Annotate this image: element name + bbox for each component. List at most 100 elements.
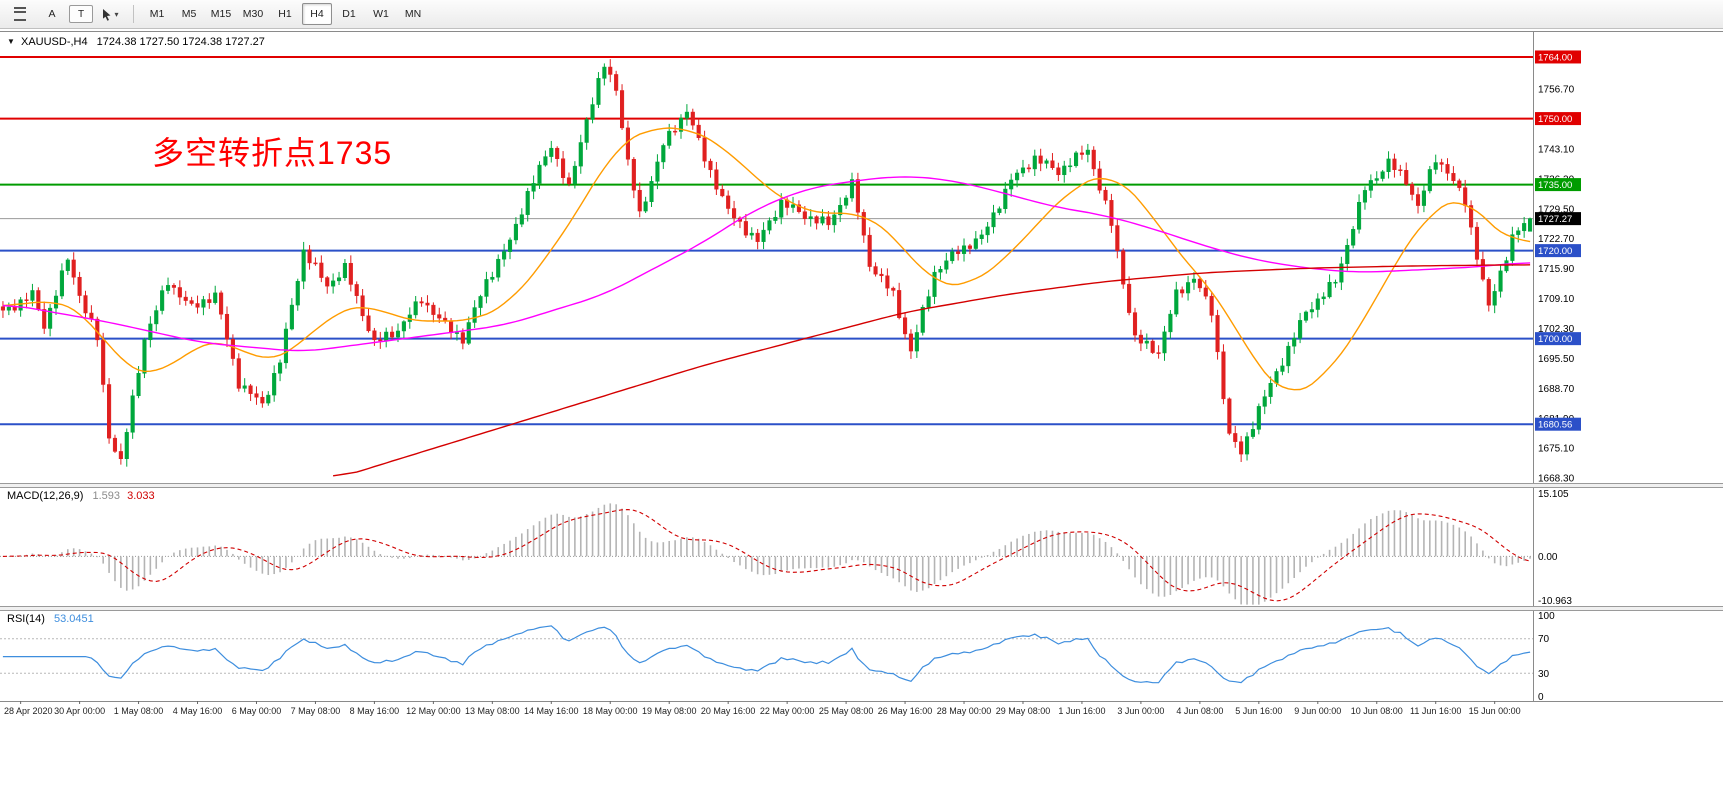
svg-text:19 May 08:00: 19 May 08:00 <box>642 706 697 716</box>
svg-text:1722.70: 1722.70 <box>1538 234 1575 245</box>
svg-text:7 May 08:00: 7 May 08:00 <box>291 706 341 716</box>
toolbar-separator <box>133 5 134 23</box>
fast-ma-line <box>2 127 1531 391</box>
svg-text:15.105: 15.105 <box>1538 489 1569 500</box>
svg-text:1 May 08:00: 1 May 08:00 <box>114 706 164 716</box>
svg-text:1688.70: 1688.70 <box>1538 384 1575 395</box>
timeframe-button-M15[interactable]: M15 <box>210 8 232 20</box>
svg-text:8 May 16:00: 8 May 16:00 <box>350 706 400 716</box>
rsi-value: 53.0451 <box>53 613 94 625</box>
svg-text:1695.50: 1695.50 <box>1538 354 1575 365</box>
macd-legend: MACD(12,26,9) 1.593 3.033 <box>7 490 155 502</box>
macd-signal-value: 3.033 <box>127 490 155 502</box>
svg-text:1764.00: 1764.00 <box>1538 52 1572 63</box>
time-axis[interactable]: 28 Apr 2020 30 Apr 00:00 1 May 08:00 4 May … <box>0 701 1723 722</box>
svg-text:12 May 00:00: 12 May 00:00 <box>406 706 461 716</box>
svg-text:4 May 16:00: 4 May 16:00 <box>173 706 223 716</box>
price-chart-panel[interactable]: 1756.701743.101736.301729.501722.701715.… <box>0 31 1723 483</box>
svg-text:1 Jun 16:00: 1 Jun 16:00 <box>1058 706 1105 716</box>
svg-text:1720.00: 1720.00 <box>1538 246 1572 257</box>
pointer-tool-button[interactable]: ▾ <box>95 3 125 25</box>
svg-text:0.00: 0.00 <box>1538 552 1558 563</box>
rsi-panel[interactable]: 100 70 30 0 <box>0 611 1723 701</box>
svg-text:30 Apr 00:00: 30 Apr 00:00 <box>54 706 105 716</box>
text-tool-button[interactable]: T <box>69 5 93 23</box>
rsi-line <box>2 625 1531 684</box>
svg-text:6 May 00:00: 6 May 00:00 <box>232 706 282 716</box>
svg-text:20 May 16:00: 20 May 16:00 <box>701 706 756 716</box>
svg-text:4 Jun 08:00: 4 Jun 08:00 <box>1176 706 1223 716</box>
svg-text:11 Jun 16:00: 11 Jun 16:00 <box>1410 706 1461 716</box>
timeframe-button-M30[interactable]: M30 <box>242 8 264 20</box>
cursor-icon <box>103 8 111 21</box>
slow-ma-line <box>332 264 1531 477</box>
symbol-dropdown-icon[interactable]: ▼ <box>7 37 15 46</box>
panel-separator[interactable] <box>0 483 1723 488</box>
svg-text:10 Jun 08:00: 10 Jun 08:00 <box>1351 706 1403 716</box>
svg-text:28 May 00:00: 28 May 00:00 <box>937 706 992 716</box>
candles-layer <box>0 59 1533 467</box>
svg-text:1680.56: 1680.56 <box>1538 420 1572 431</box>
svg-text:9 Jun 00:00: 9 Jun 00:00 <box>1294 706 1341 716</box>
svg-text:30: 30 <box>1538 669 1550 680</box>
svg-text:1750.00: 1750.00 <box>1538 114 1572 125</box>
svg-text:1715.90: 1715.90 <box>1538 264 1575 275</box>
symbol-legend: ▼ XAUUSD-,H4 1724.38 1727.50 1724.38 172… <box>7 36 265 48</box>
timeframe-button-M5[interactable]: M5 <box>181 8 197 20</box>
horizontal-lines-layer <box>0 55 1533 426</box>
svg-text:13 May 08:00: 13 May 08:00 <box>465 706 520 716</box>
macd-main-value: 1.593 <box>92 490 121 502</box>
svg-text:1668.30: 1668.30 <box>1538 474 1575 483</box>
svg-text:26 May 16:00: 26 May 16:00 <box>878 706 933 716</box>
svg-text:3 Jun 00:00: 3 Jun 00:00 <box>1117 706 1164 716</box>
svg-text:70: 70 <box>1538 634 1550 645</box>
svg-text:1756.70: 1756.70 <box>1538 85 1575 96</box>
svg-text:1735.00: 1735.00 <box>1538 180 1572 191</box>
macd-signal-line <box>2 509 1531 602</box>
svg-text:-10.963: -10.963 <box>1538 596 1572 606</box>
timeframe-button-D1[interactable]: D1 <box>342 8 356 20</box>
rsi-name: RSI(14) <box>7 613 45 625</box>
svg-text:15 Jun 00:00: 15 Jun 00:00 <box>1469 706 1521 716</box>
svg-text:100: 100 <box>1538 611 1555 622</box>
timeframe-button-W1[interactable]: W1 <box>373 8 389 20</box>
svg-text:1727.27: 1727.27 <box>1538 214 1572 225</box>
chevron-down-icon: ▾ <box>114 9 119 19</box>
svg-text:25 May 08:00: 25 May 08:00 <box>819 706 874 716</box>
svg-text:0: 0 <box>1538 692 1544 701</box>
svg-text:5 Jun 16:00: 5 Jun 16:00 <box>1235 706 1282 716</box>
svg-text:22 May 00:00: 22 May 00:00 <box>760 706 815 716</box>
svg-text:1700.00: 1700.00 <box>1538 334 1572 345</box>
macd-name: MACD(12,26,9) <box>7 490 84 502</box>
svg-text:28 Apr 2020: 28 Apr 2020 <box>4 706 53 716</box>
macd-panel[interactable]: 15.105 0.00 -10.963 <box>0 488 1723 606</box>
rsi-legend: RSI(14) 53.0451 <box>7 613 94 625</box>
macd-histogram <box>8 503 1531 605</box>
symbol-label: XAUUSD-,H4 <box>20 36 88 48</box>
timeframe-button-H4[interactable]: H4 <box>302 3 332 25</box>
svg-text:1729.50: 1729.50 <box>1538 204 1575 215</box>
timeframe-toolbar: M1 M5 M15 M30 H1 H4 D1 W1 MN <box>141 3 429 25</box>
svg-text:1675.10: 1675.10 <box>1538 444 1575 455</box>
chart-grid-icon <box>14 7 26 21</box>
font-a-label: A <box>48 8 56 20</box>
svg-text:1709.10: 1709.10 <box>1538 294 1575 305</box>
svg-text:18 May 00:00: 18 May 00:00 <box>583 706 638 716</box>
chart-grid-button[interactable] <box>5 3 35 25</box>
timeframe-button-M1[interactable]: M1 <box>149 8 165 20</box>
timeframe-button-H1[interactable]: H1 <box>278 8 292 20</box>
svg-text:29 May 08:00: 29 May 08:00 <box>996 706 1051 716</box>
font-tool-button[interactable]: A <box>37 3 67 25</box>
panel-separator[interactable] <box>0 606 1723 611</box>
toolbar: A T ▾ M1 M5 M15 M30 H1 H4 D1 W1 MN <box>0 0 1723 29</box>
chart-annotation-text[interactable]: 多空转折点1735 <box>152 135 393 171</box>
svg-text:14 May 16:00: 14 May 16:00 <box>524 706 579 716</box>
moving-averages-layer <box>2 127 1531 477</box>
text-t-label: T <box>77 8 85 20</box>
svg-text:1743.10: 1743.10 <box>1538 144 1575 155</box>
svg-text:1702.30: 1702.30 <box>1538 324 1575 335</box>
mid-ma-line <box>2 176 1531 352</box>
ohlc-values: 1724.38 1727.50 1724.38 1727.27 <box>96 36 265 48</box>
timeframe-button-MN[interactable]: MN <box>404 8 422 20</box>
